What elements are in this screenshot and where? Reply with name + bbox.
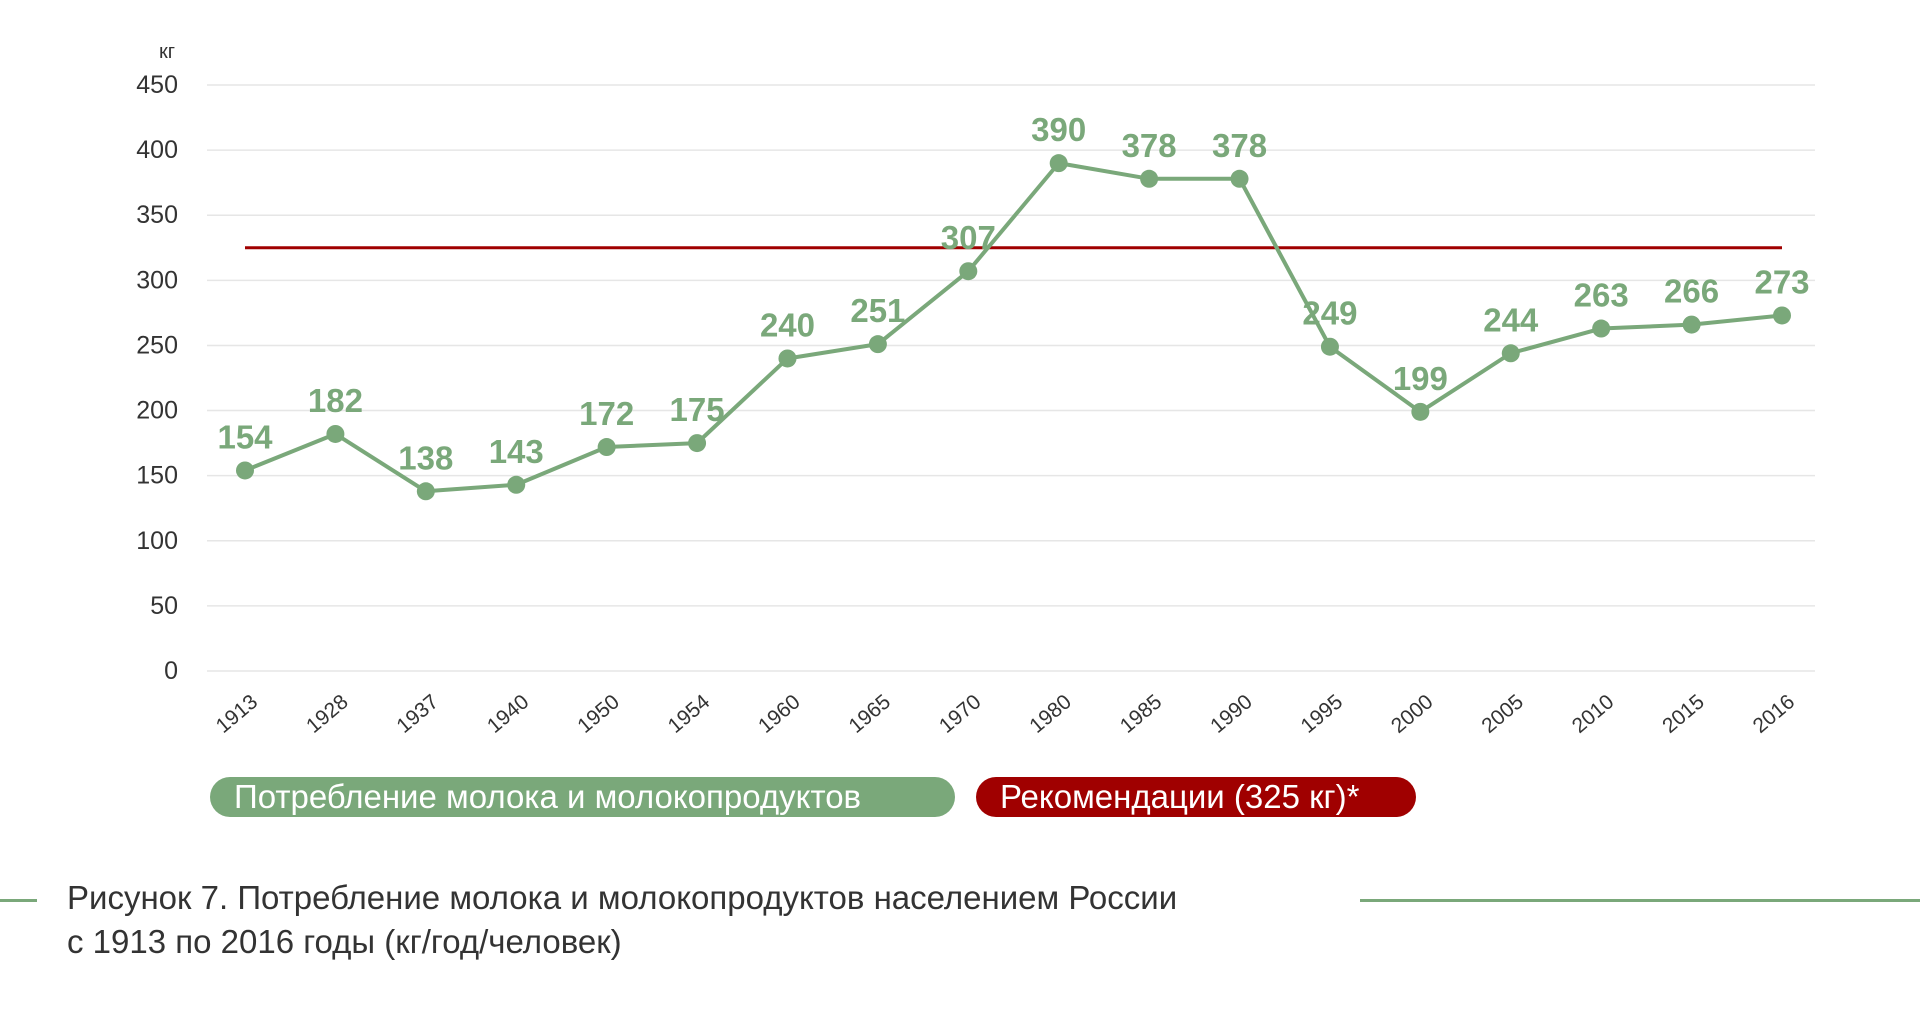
x-tick-label: 1985 <box>1116 690 1167 738</box>
data-labels: 154 182 138 143 172 175 240 251 307 390 378 378 249 1… <box>217 111 1809 476</box>
data-point <box>416 482 435 501</box>
data-label: 175 <box>670 391 725 428</box>
x-tick-label: 1970 <box>935 690 986 738</box>
data-label: 249 <box>1302 295 1357 332</box>
data-point <box>1682 315 1701 334</box>
data-label: 154 <box>217 418 273 455</box>
x-tick-label: 2016 <box>1749 690 1800 738</box>
x-tick-label: 2005 <box>1477 690 1528 738</box>
caption-line-2: с 1913 по 2016 годы (кг/год/человек) <box>67 923 622 960</box>
y-tick-label: 0 <box>164 657 178 685</box>
x-tick-label: 2010 <box>1568 690 1619 738</box>
grid-lines <box>207 84 1815 672</box>
y-tick-label: 300 <box>136 266 178 294</box>
y-axis-unit: кг <box>159 41 175 63</box>
data-points <box>236 154 1791 501</box>
data-point <box>1230 169 1249 188</box>
legend-recommendations: Рекомендации (325 кг)* <box>976 777 1416 817</box>
data-point <box>1592 319 1611 338</box>
x-tick-label: 1937 <box>392 690 443 738</box>
y-tick-label: 450 <box>136 71 178 99</box>
y-tick-label: 400 <box>136 136 178 164</box>
data-label: 199 <box>1393 360 1448 397</box>
x-tick-label: 1965 <box>845 690 896 738</box>
x-tick-label: 1990 <box>1206 690 1257 738</box>
data-point <box>1049 154 1068 173</box>
y-tick-label: 250 <box>136 331 178 359</box>
data-point <box>236 461 254 480</box>
figure-caption: Рисунок 7. Потребление молока и молокопр… <box>67 876 1177 964</box>
data-point <box>1320 337 1339 356</box>
data-label: 138 <box>398 439 453 476</box>
x-tick-label: 1960 <box>754 690 805 738</box>
x-tick-label: 1995 <box>1297 690 1348 738</box>
data-point <box>1773 306 1791 325</box>
y-tick-label: 150 <box>136 462 178 490</box>
data-point <box>1501 344 1520 363</box>
series-line <box>244 161 1783 494</box>
x-tick-label: 2015 <box>1658 690 1709 738</box>
data-label: 390 <box>1031 111 1086 148</box>
x-tick-label: 1928 <box>302 690 353 738</box>
data-point <box>507 475 526 494</box>
data-label: 378 <box>1122 127 1177 164</box>
data-point <box>778 349 797 368</box>
data-label: 266 <box>1664 273 1719 310</box>
y-tick-label: 50 <box>150 592 178 620</box>
data-label: 263 <box>1574 277 1629 314</box>
y-tick-label: 350 <box>136 201 178 229</box>
caption-divider-left <box>0 899 37 902</box>
data-label: 244 <box>1483 301 1539 338</box>
data-point <box>959 262 978 281</box>
x-tick-label: 2000 <box>1387 690 1438 738</box>
x-tick-label: 1913 <box>212 690 263 738</box>
x-tick-label: 1980 <box>1025 690 1076 738</box>
data-label: 251 <box>850 292 905 329</box>
x-tick-label: 1954 <box>664 690 715 738</box>
data-point <box>326 424 345 443</box>
data-point <box>688 434 707 453</box>
x-axis-ticks: 1913 1928 1937 1940 1950 1954 1960 1965 1970 1980… <box>212 690 1800 738</box>
y-axis-ticks: 0 50 100 150 200 250 300 350 400 450 <box>136 71 178 685</box>
x-tick-label: 1950 <box>573 690 624 738</box>
data-point <box>597 438 616 457</box>
x-tick-label: 1940 <box>483 690 534 738</box>
data-point <box>868 335 887 354</box>
data-label: 273 <box>1754 263 1809 300</box>
data-label: 182 <box>308 382 363 419</box>
data-point <box>1140 169 1159 188</box>
data-label: 307 <box>941 219 996 256</box>
y-tick-label: 200 <box>136 397 178 425</box>
data-point <box>1411 402 1430 421</box>
legend-consumption: Потребление молока и молокопродуктов <box>210 777 955 817</box>
caption-divider-right <box>1360 899 1920 902</box>
y-tick-label: 100 <box>136 527 178 555</box>
data-label: 172 <box>579 395 634 432</box>
data-label: 143 <box>489 433 544 470</box>
caption-line-1: Рисунок 7. Потребление молока и молокопр… <box>67 879 1178 916</box>
data-label: 378 <box>1212 127 1267 164</box>
data-label: 240 <box>760 306 815 343</box>
